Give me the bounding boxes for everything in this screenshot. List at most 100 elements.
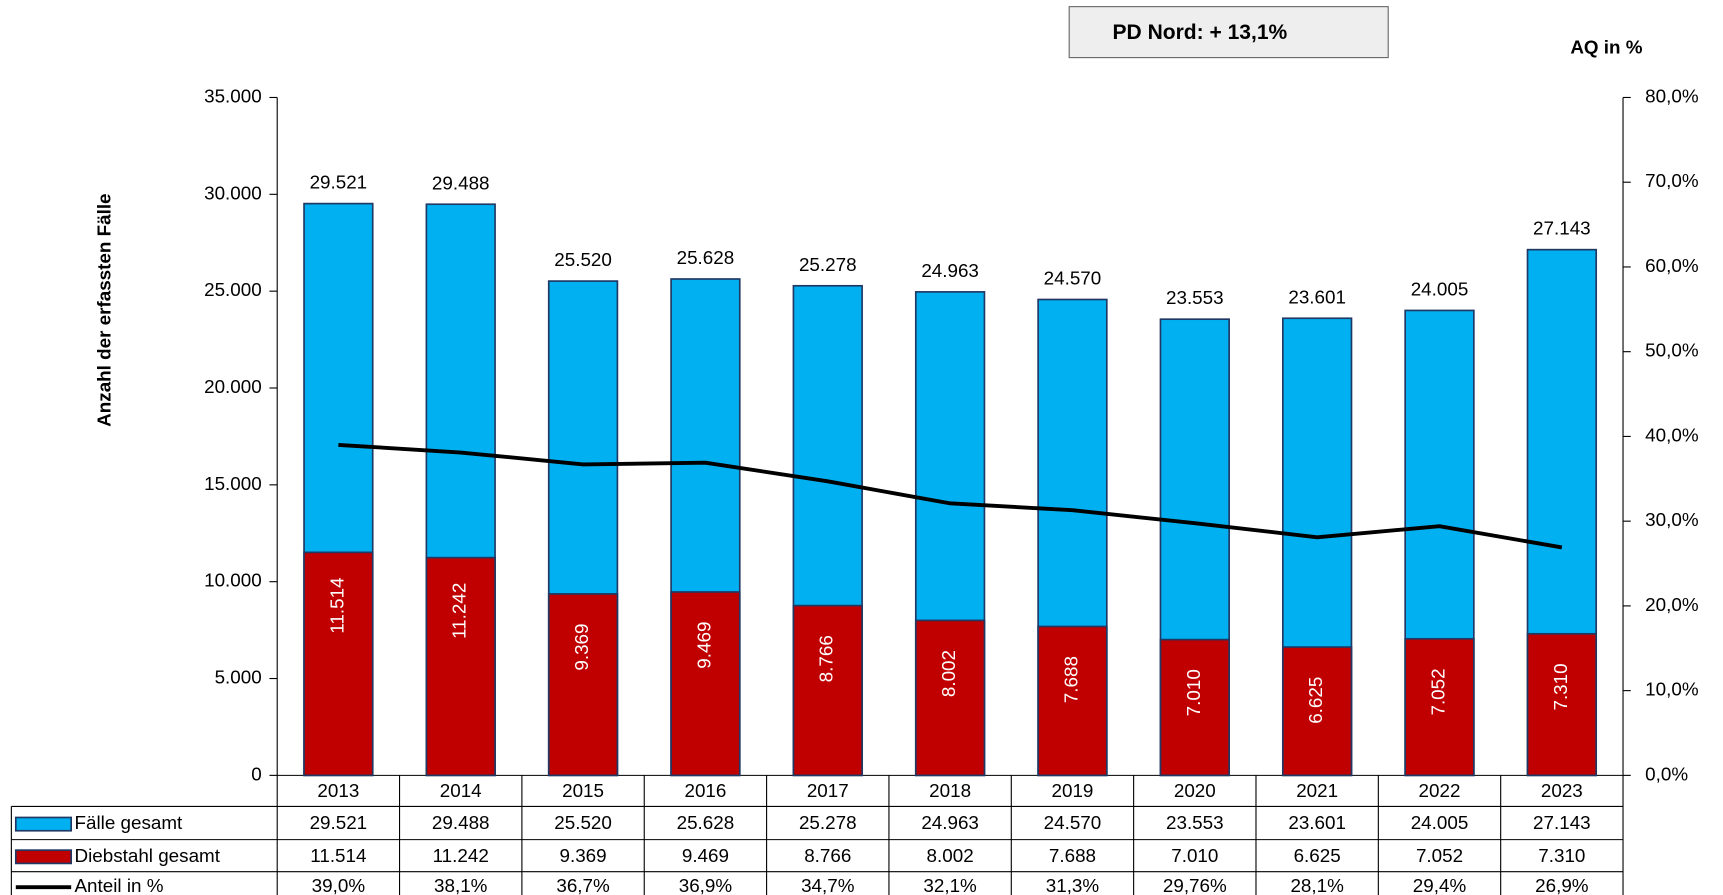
y-axis-label: Anzahl der erfassten Fälle [93, 193, 114, 426]
y2-tick-label: 50,0% [1645, 340, 1699, 361]
data-label: 29.488 [432, 172, 490, 193]
table-cell: 7.688 [1049, 845, 1096, 866]
legend-label: Anteil in % [74, 875, 163, 895]
table-cell: 29,76% [1163, 875, 1227, 895]
table-cell: 7.010 [1171, 845, 1218, 866]
table-cell: 36,9% [679, 875, 733, 895]
legend-swatch [14, 816, 73, 832]
data-label: 25.520 [554, 249, 612, 270]
bar [1281, 646, 1353, 777]
x-tick-label: 2021 [1296, 780, 1338, 801]
y-tick-label: 35.000 [204, 85, 262, 106]
y2-tick-label: 30,0% [1645, 509, 1699, 530]
table-cell: 23.553 [1166, 812, 1224, 833]
y2-tick-label: 60,0% [1645, 255, 1699, 276]
bar [1037, 625, 1108, 777]
legend-swatch [14, 849, 73, 865]
bar [425, 556, 496, 777]
table-cell: 24.963 [921, 812, 979, 833]
table-cell: 39,0% [312, 875, 366, 895]
data-label: 11.514 [326, 577, 347, 633]
table-cell: 8.002 [927, 845, 974, 866]
data-label: 6.625 [1305, 677, 1326, 724]
annotation: PD Nord: + 13,1% [1113, 21, 1288, 44]
bar [1404, 637, 1475, 777]
data-label: 7.310 [1550, 663, 1571, 710]
bar [303, 551, 374, 777]
table-cell: 27.143 [1533, 812, 1591, 833]
legend-label: Fälle gesamt [74, 812, 183, 833]
y2-tick-label: 0,0% [1645, 763, 1688, 784]
table-cell: 24.570 [1044, 812, 1102, 833]
y2-tick-label: 20,0% [1645, 594, 1699, 615]
data-label: 7.688 [1060, 656, 1081, 703]
table-cell: 9.369 [560, 845, 607, 866]
y2-tick-label: 10,0% [1645, 679, 1699, 700]
data-label: 8.002 [938, 650, 959, 697]
table-cell: 8.766 [804, 845, 851, 866]
table-cell: 7.310 [1538, 845, 1585, 866]
x-tick-label: 2019 [1052, 780, 1094, 801]
table-cell: 24.005 [1411, 812, 1469, 833]
data-label: 25.278 [799, 254, 857, 275]
table-cell: 28,1% [1290, 875, 1344, 895]
y-tick-label: 0 [251, 763, 261, 784]
x-tick-label: 2015 [562, 780, 604, 801]
y-tick-label: 25.000 [204, 279, 262, 300]
x-tick-label: 2020 [1174, 780, 1216, 801]
table-cell: 29.521 [310, 812, 368, 833]
x-tick-label: 2023 [1541, 780, 1583, 801]
y-tick-label: 15.000 [204, 473, 262, 494]
table-cell: 29.488 [432, 812, 490, 833]
table-cell: 7.052 [1416, 845, 1463, 866]
y-tick-label: 5.000 [215, 666, 262, 687]
data-label: 23.601 [1288, 286, 1346, 307]
data-label: 24.570 [1044, 268, 1102, 289]
table-cell: 23.601 [1288, 812, 1346, 833]
y-tick-label: 10.000 [204, 570, 262, 591]
data-label: 8.766 [816, 635, 837, 682]
data-label: 9.469 [693, 622, 714, 669]
data-label: 24.005 [1411, 278, 1469, 299]
x-tick-label: 2022 [1419, 780, 1461, 801]
table-cell: 9.469 [682, 845, 729, 866]
bar [914, 619, 986, 777]
bar [670, 591, 741, 777]
x-tick-label: 2013 [317, 780, 359, 801]
data-label: 29.521 [310, 172, 368, 193]
table-cell: 25.520 [554, 812, 612, 833]
x-tick-label: 2016 [684, 780, 726, 801]
data-label: 7.010 [1183, 669, 1204, 716]
table-cell: 38,1% [434, 875, 488, 895]
data-label: 11.242 [449, 583, 470, 639]
x-tick-label: 2014 [440, 780, 482, 801]
bar [1159, 638, 1230, 777]
table-cell: 11.242 [433, 845, 489, 866]
x-tick-label: 2017 [807, 780, 849, 801]
annotation-box [1068, 6, 1389, 59]
bar [1526, 632, 1598, 777]
legend-label: Diebstahl gesamt [74, 845, 220, 866]
table-cell: 34,7% [801, 875, 855, 895]
data-label: 9.369 [571, 624, 592, 671]
table-cell: 26,9% [1535, 875, 1589, 895]
table-cell: 25.628 [677, 812, 735, 833]
table-cell: 31,3% [1046, 875, 1100, 895]
data-label: 27.143 [1533, 218, 1591, 239]
table-cell: 25.278 [799, 812, 857, 833]
bar [547, 593, 619, 777]
line [338, 442, 1563, 550]
table-cell: 36,7% [556, 875, 610, 895]
x-tick-label: 2018 [929, 780, 971, 801]
y2-axis-label: AQ in % [1570, 37, 1642, 58]
y2-tick-label: 70,0% [1645, 170, 1699, 191]
table-cell: 11.514 [310, 845, 366, 866]
bar [792, 604, 863, 777]
data-label: 25.628 [677, 247, 735, 268]
data-label: 23.553 [1166, 287, 1224, 308]
y2-tick-label: 80,0% [1645, 85, 1699, 106]
y2-tick-label: 40,0% [1645, 424, 1699, 445]
table-cell: 29,4% [1413, 875, 1467, 895]
data-label: 24.963 [921, 260, 979, 281]
